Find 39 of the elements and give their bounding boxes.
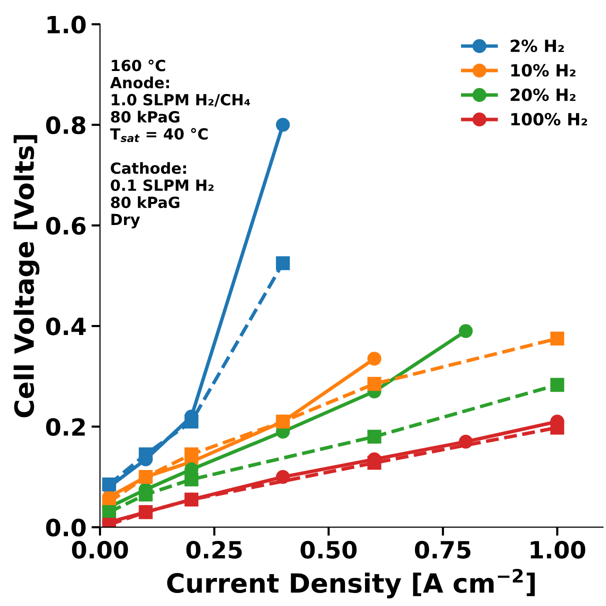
point bbox=[367, 430, 382, 444]
point bbox=[458, 324, 473, 338]
legend-label: 100% H₂ bbox=[511, 112, 588, 126]
point bbox=[138, 447, 153, 462]
point bbox=[550, 332, 564, 346]
point bbox=[367, 376, 382, 391]
x-axis-title: Current Density [A cm$^{−2}$] bbox=[167, 568, 535, 598]
point bbox=[276, 118, 290, 132]
y-tick-label: 0.0 bbox=[46, 518, 86, 537]
y-tick-label: 0.4 bbox=[46, 317, 86, 336]
point bbox=[184, 472, 198, 486]
legend-label: 20% H₂ bbox=[510, 88, 576, 102]
point bbox=[184, 447, 198, 462]
point bbox=[184, 414, 198, 429]
point bbox=[367, 352, 382, 366]
text: 160 °C Anode: 1.0 SLPM H₂/CH₄ 80 kPaG T$_{sat}$ = 40 °C Cathode: 0.1 SLPM H₂ 80 kPaG Dry bbox=[110, 60, 250, 228]
point bbox=[138, 470, 153, 484]
x-tick-label: 0.50 bbox=[300, 540, 357, 559]
y-axis-title: Cell Voltage [Volts] bbox=[14, 135, 40, 418]
point bbox=[367, 456, 382, 470]
point bbox=[276, 256, 290, 270]
point bbox=[138, 488, 153, 502]
x-tick-label: 0.00 bbox=[72, 540, 128, 559]
x-tick-label: 1.00 bbox=[530, 540, 586, 559]
y-tick-label: 0.2 bbox=[46, 418, 85, 436]
legend-label: 10% H₂ bbox=[511, 64, 576, 77]
point bbox=[276, 414, 290, 429]
legend-label: 2% H₂ bbox=[510, 40, 564, 52]
y-tick-label: 1.0 bbox=[48, 16, 86, 34]
point bbox=[138, 505, 153, 520]
x-tick-label: 0.75 bbox=[414, 540, 470, 559]
x-tick-label: 0.25 bbox=[186, 540, 242, 559]
point bbox=[184, 492, 198, 506]
point bbox=[550, 420, 564, 435]
y-tick-label: 0.6 bbox=[46, 216, 86, 235]
point bbox=[102, 505, 116, 520]
point bbox=[102, 478, 116, 492]
y-tick-label: 0.8 bbox=[46, 116, 86, 134]
point bbox=[550, 378, 564, 392]
